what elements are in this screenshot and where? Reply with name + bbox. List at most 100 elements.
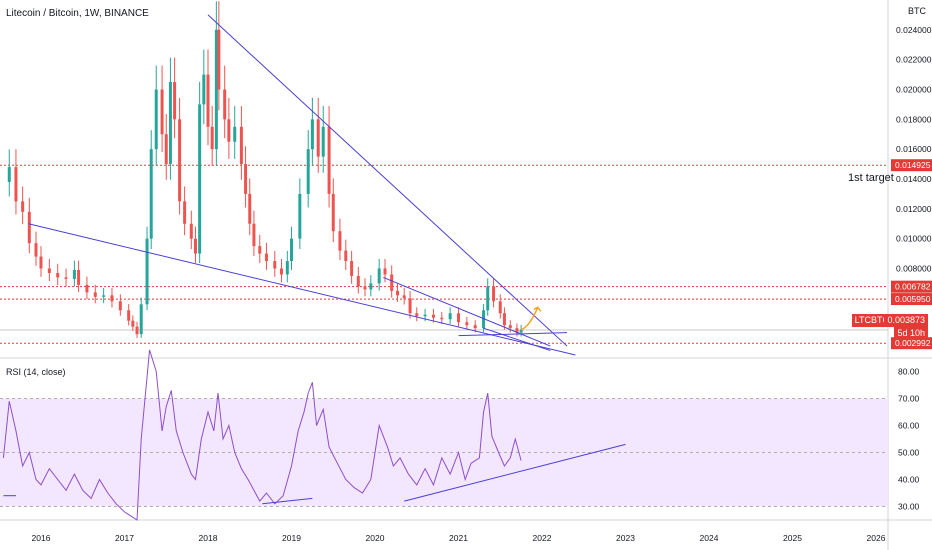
candle-body-81 bbox=[498, 301, 502, 314]
candle-body-85 bbox=[519, 329, 523, 333]
candle-body-71 bbox=[423, 314, 427, 317]
candle-body-57 bbox=[331, 193, 335, 232]
rsi-tick-1: 70.00 bbox=[898, 394, 920, 404]
price-tick-3: 0.018000 bbox=[896, 114, 932, 124]
candle-body-30 bbox=[189, 223, 193, 239]
rsi-trendline-0 bbox=[262, 497, 313, 505]
candle-body-72 bbox=[431, 314, 435, 318]
candle-body-16 bbox=[118, 301, 122, 311]
time-tick-4: 2020 bbox=[366, 533, 385, 543]
candle-body-20 bbox=[139, 304, 143, 335]
candle-body-19 bbox=[135, 326, 139, 335]
level-tag-1: 0.006782 bbox=[895, 282, 931, 292]
breakout-arrow bbox=[520, 306, 539, 331]
candle-body-59 bbox=[344, 250, 348, 262]
candle-body-63 bbox=[369, 283, 373, 290]
candle-body-44 bbox=[252, 223, 256, 247]
candle-body-36 bbox=[214, 29, 218, 150]
candle-body-18 bbox=[131, 320, 135, 327]
candle-body-50 bbox=[290, 238, 293, 262]
candle-body-67 bbox=[396, 290, 400, 296]
candle-body-45 bbox=[258, 246, 262, 254]
candle-body-42 bbox=[244, 164, 248, 194]
candle-body-21 bbox=[145, 238, 149, 305]
candle-body-13 bbox=[93, 292, 97, 297]
time-tick-5: 2021 bbox=[449, 533, 468, 543]
candle-body-22 bbox=[149, 149, 153, 239]
candle-body-8 bbox=[56, 272, 60, 278]
candle-body-82 bbox=[502, 313, 506, 326]
time-tick-9: 2025 bbox=[783, 533, 802, 543]
candle-body-62 bbox=[363, 286, 367, 290]
candle-body-35 bbox=[210, 126, 214, 150]
candle-body-64 bbox=[377, 268, 381, 284]
candle-body-41 bbox=[239, 126, 243, 165]
price-tick-5: 0.014000 bbox=[896, 174, 932, 184]
candle-body-10 bbox=[72, 269, 76, 279]
candle-body-60 bbox=[350, 261, 354, 276]
rsi-line bbox=[2, 349, 522, 521]
candle-body-79 bbox=[486, 286, 490, 311]
time-tick-1: 2017 bbox=[115, 533, 134, 543]
candle-body-77 bbox=[473, 325, 477, 329]
level-tag-bg-1 bbox=[891, 280, 932, 293]
price-tick-4: 0.016000 bbox=[896, 144, 932, 154]
chart-title: Litecoin / Bitcoin, 1W, BINANCE bbox=[6, 8, 149, 19]
candle-body-28 bbox=[178, 119, 182, 202]
candle-body-53 bbox=[310, 119, 314, 150]
candle-body-4 bbox=[27, 211, 31, 244]
rsi-tick-4: 40.00 bbox=[898, 475, 920, 485]
time-tick-2: 2018 bbox=[199, 533, 218, 543]
level-tag-bg-0 bbox=[891, 159, 932, 172]
breakout-arrowhead bbox=[533, 306, 542, 312]
candle-body-48 bbox=[279, 268, 283, 275]
candle-body-38 bbox=[223, 89, 227, 120]
time-tick-3: 2019 bbox=[282, 533, 301, 543]
candle-body-75 bbox=[457, 313, 460, 323]
candle-body-9 bbox=[64, 277, 68, 279]
candle-body-11 bbox=[77, 269, 81, 285]
candle-body-83 bbox=[508, 325, 512, 329]
trendline-3 bbox=[458, 332, 568, 337]
candle-body-37 bbox=[217, 29, 221, 90]
current-price-tag: 0.003873 bbox=[884, 314, 928, 327]
candle-body-3 bbox=[21, 201, 25, 212]
unit-label: BTC bbox=[908, 6, 926, 16]
candle-body-33 bbox=[202, 74, 206, 105]
candle-body-26 bbox=[168, 82, 172, 165]
trendline-2 bbox=[383, 276, 551, 347]
candle-body-55 bbox=[321, 126, 325, 157]
candle-body-54 bbox=[316, 119, 320, 157]
candle-body-27 bbox=[173, 82, 177, 120]
candle-body-47 bbox=[273, 261, 277, 269]
candle-body-66 bbox=[390, 274, 394, 291]
candle-body-80 bbox=[492, 286, 496, 302]
candle-body-76 bbox=[465, 322, 469, 326]
time-tick-8: 2024 bbox=[700, 533, 719, 543]
candle-body-74 bbox=[448, 313, 452, 320]
candle-body-78 bbox=[482, 310, 486, 329]
candle-body-32 bbox=[198, 104, 202, 254]
countdown-tag: 5d 10h bbox=[894, 327, 928, 340]
trendline-4 bbox=[483, 327, 551, 352]
price-tick-1: 0.022000 bbox=[896, 55, 932, 65]
trendline-1 bbox=[28, 223, 576, 356]
candle-body-46 bbox=[264, 253, 268, 262]
price-tick-0: 0.024000 bbox=[896, 25, 932, 35]
price-tick-7: 0.010000 bbox=[896, 234, 932, 244]
rsi-tick-2: 60.00 bbox=[898, 421, 920, 431]
candle-body-17 bbox=[127, 310, 131, 321]
candle-body-23 bbox=[154, 89, 158, 150]
candle-body-14 bbox=[102, 295, 106, 297]
level-tag-bg-2 bbox=[891, 293, 932, 306]
candle-body-15 bbox=[110, 295, 114, 302]
level-tag-2: 0.005950 bbox=[895, 294, 931, 304]
time-tick-7: 2023 bbox=[616, 533, 635, 543]
candle-body-52 bbox=[306, 149, 310, 194]
candle-body-34 bbox=[206, 74, 210, 127]
price-tick-8: 0.008000 bbox=[896, 264, 932, 274]
candle-body-58 bbox=[338, 231, 342, 251]
candle-body-12 bbox=[85, 284, 89, 293]
target-label: 1st target bbox=[848, 172, 894, 184]
